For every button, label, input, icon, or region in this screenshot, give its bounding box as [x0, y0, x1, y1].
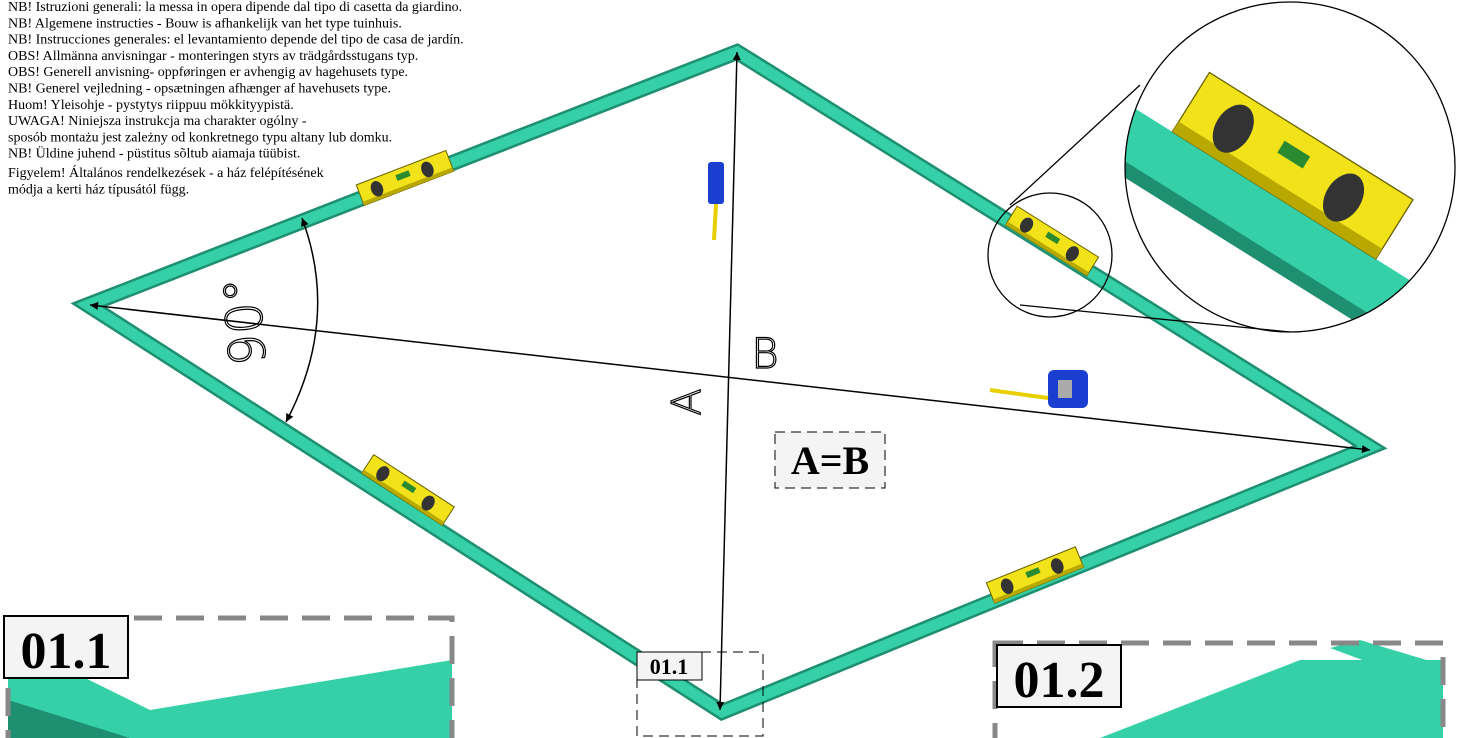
equation-box [774, 431, 886, 489]
note-line: UWAGA! Niniejsza instrukcja ma charakter… [8, 114, 307, 129]
marker-label: 01.1 [650, 654, 689, 679]
angle-label: 90° [212, 275, 278, 368]
note-line: NB! Üldine juhend - püstitus sõltub aiam… [8, 145, 300, 162]
marker-box [636, 651, 764, 737]
note-line: NB! Generel vejledning - opsætningen afh… [8, 82, 391, 97]
diagonal-b-label: B [751, 329, 779, 378]
magnifier [987, 1, 1456, 333]
diagonals [89, 51, 1371, 711]
note-line: módja a kerti ház típusától függ. [8, 182, 189, 197]
detail-2: 01.2 [992, 640, 1446, 738]
note-line: OBS! Allmänna anvisningar - monteringen … [8, 49, 418, 64]
note-line: Figyelem! Általános rendelkezések - a há… [8, 164, 324, 181]
note-line: OBS! Generell anvisning- oppføringen er … [8, 65, 408, 80]
diagonal-a-label: A [664, 388, 710, 415]
note-line: NB! Istruzioni generali: la messa in ope… [8, 0, 462, 15]
note-line: sposób montażu jest zależny od konkretne… [8, 130, 392, 145]
detail-1: 01.1 [3, 615, 455, 738]
note-line: NB! Instrucciones generales: el levantam… [8, 33, 464, 48]
notes: NB! Istruzioni generali: la messa in ope… [8, 0, 464, 197]
equation: A=B [791, 438, 869, 483]
frame [70, 43, 1388, 721]
detail-label: 01.2 [1014, 652, 1105, 709]
detail-label: 01.1 [21, 623, 112, 680]
note-line: NB! Algemene instructies - Bouw is afhan… [8, 16, 402, 31]
note-line: Huom! Yleisohje - pystytys riippuu mökki… [8, 98, 294, 113]
marker-label-box [636, 651, 703, 681]
